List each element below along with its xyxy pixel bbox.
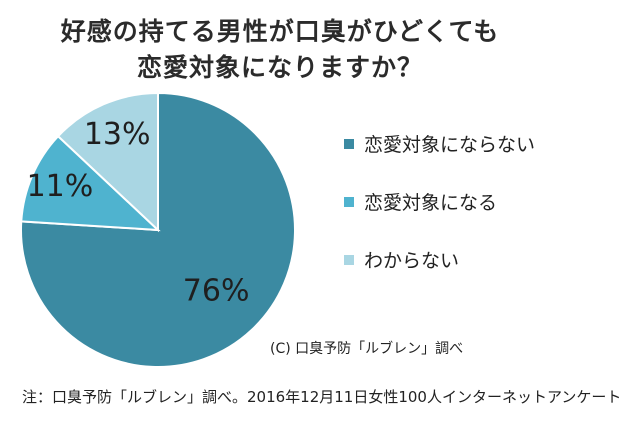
chart-credit: (C) 口臭予防「ルブレン」調べ xyxy=(270,341,464,357)
chart-title-line-2: 恋愛対象になりますか？ xyxy=(136,53,423,82)
data-label-no: 76% xyxy=(183,273,250,308)
legend-item-yes: 恋愛対象になる xyxy=(344,188,497,215)
legend-label-unknown: わからない xyxy=(364,250,460,272)
data-label-yes: 11% xyxy=(27,169,94,204)
legend-swatch-no xyxy=(344,138,354,149)
legend-item-unknown: わからない xyxy=(344,246,459,273)
pie-slice-unknown xyxy=(56,91,159,233)
pie-slice-yes xyxy=(20,134,161,232)
legend-swatch-yes xyxy=(344,196,354,207)
chart-title-line-1: 好感の持てる男性が口臭がひどくても xyxy=(60,17,500,46)
footnote: 注：口臭予防「ルブレン」調べ。2016年12月11日女性100人インターネットア… xyxy=(22,388,622,406)
data-label-unknown: 13% xyxy=(84,117,151,152)
pie-slice-no xyxy=(20,91,296,368)
legend-label-yes: 恋愛対象になる xyxy=(364,192,498,214)
legend-swatch-unknown xyxy=(344,254,354,265)
legend-label-no: 恋愛対象にならない xyxy=(364,134,536,156)
legend-item-no: 恋愛対象にならない xyxy=(344,130,535,157)
